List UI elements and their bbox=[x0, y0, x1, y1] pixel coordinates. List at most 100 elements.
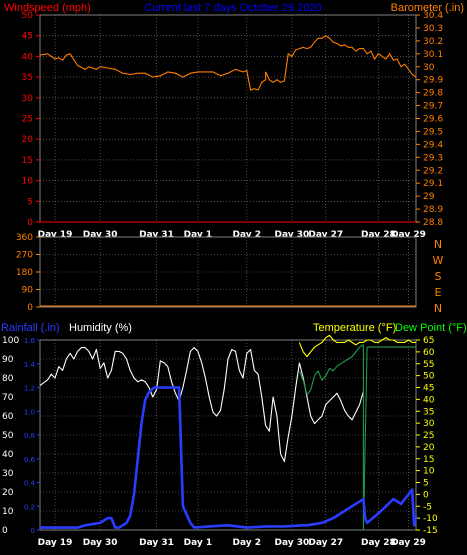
rainfall-axis-label: Rainfall (.in) bbox=[1, 322, 60, 334]
x-tick-label: Day 30 bbox=[275, 538, 310, 548]
windspeed-tick-label: 50 bbox=[22, 11, 34, 21]
compass-label: S bbox=[435, 270, 442, 283]
panel3-series bbox=[39, 334, 418, 531]
dew-point-axis-label: Dew Point (°F) bbox=[395, 322, 467, 334]
humidity-tick-label: 90 bbox=[2, 355, 14, 365]
windspeed-tick-label: 25 bbox=[22, 115, 33, 125]
direction-tick-label: 270 bbox=[16, 251, 33, 261]
rainfall-line bbox=[40, 386, 418, 529]
temperature-tick-label: 50 bbox=[423, 372, 435, 382]
humidity-tick-label: 80 bbox=[2, 374, 14, 384]
barometer-axis-label: Barometer (.in) bbox=[391, 2, 464, 14]
x-tick-label: Day 30 bbox=[275, 230, 310, 240]
windspeed-tick-label: 5 bbox=[27, 197, 33, 207]
panel1-frame bbox=[39, 14, 417, 223]
temperature-tick-label: -15 bbox=[423, 526, 438, 536]
barometer-tick-label: 30 bbox=[423, 63, 435, 73]
x-tick-label: Day 1 bbox=[184, 230, 213, 240]
humidity-tick-label: 30 bbox=[2, 469, 14, 479]
windspeed-tick-label: 15 bbox=[22, 156, 33, 166]
x-tick-label: Day 2 bbox=[233, 230, 262, 240]
chart-title: Current last 7 days October 29 2020 bbox=[144, 2, 321, 14]
temperature-tick-label: 0 bbox=[423, 490, 429, 500]
temperature-tick-label: 65 bbox=[423, 336, 434, 346]
temperature-tick-label: 60 bbox=[423, 348, 435, 358]
barometer-tick-label: 29.5 bbox=[423, 127, 443, 137]
windspeed-tick-label: 45 bbox=[22, 32, 33, 42]
panel3-x-labels: Day 19 Day 30 Day 31 Day 1 Day 2 Day 30 Day 27… bbox=[38, 538, 426, 548]
barometer-line bbox=[39, 35, 417, 91]
windspeed-tick-label: 40 bbox=[22, 52, 34, 62]
humidity-axis-label: Humidity (%) bbox=[69, 322, 132, 334]
compass-label: N bbox=[434, 238, 442, 251]
rainfall-tick-label: 1.2 bbox=[24, 385, 35, 393]
temperature-tick-label: 10 bbox=[423, 467, 435, 477]
direction-tick-label: 0 bbox=[27, 303, 33, 313]
compass-label: W bbox=[433, 254, 444, 267]
temperature-tick-label: 45 bbox=[423, 384, 434, 394]
barometer-tick-label: 29.8 bbox=[423, 89, 443, 99]
x-tick-label: Day 2 bbox=[233, 538, 262, 548]
x-tick-label: Day 29 bbox=[391, 538, 426, 548]
rainfall-tick-label: 0.4 bbox=[24, 480, 36, 488]
barometer-tick-label: 29.1 bbox=[423, 179, 443, 189]
x-tick-label: Day 27 bbox=[308, 538, 343, 548]
barometer-tick-label: 28.9 bbox=[423, 205, 443, 215]
x-tick-label: Day 30 bbox=[83, 230, 118, 240]
barometer-tick-label: 30.1 bbox=[423, 50, 443, 60]
x-tick-label: Day 28 bbox=[361, 230, 396, 240]
humidity-tick-label: 10 bbox=[2, 507, 14, 517]
x-tick-label: Day 19 bbox=[38, 538, 73, 548]
barometer-ticks: 30.4 30.3 30.2 30.1 30 29.9 29.8 29.7 29.6 29.5 29… bbox=[416, 11, 443, 228]
humidity-tick-label: 100 bbox=[2, 336, 19, 346]
x-tick-label: Day 31 bbox=[139, 230, 174, 240]
windspeed-tick-label: 0 bbox=[27, 218, 33, 228]
x-tick-label: Day 28 bbox=[361, 538, 396, 548]
rainfall-tick-label: 1.4 bbox=[24, 361, 36, 369]
x-tick-label: Day 19 bbox=[38, 230, 73, 240]
barometer-tick-label: 30.3 bbox=[423, 24, 443, 34]
barometer-tick-label: 29.3 bbox=[423, 153, 443, 163]
windspeed-tick-label: 10 bbox=[22, 177, 34, 187]
wind-direction-ticks: 360 270 180 90 0 bbox=[16, 233, 40, 313]
rainfall-ticks: 1.6 1.4 1.2 1.0 0.8 0.6 0.4 0.2 0 bbox=[24, 337, 40, 535]
rainfall-tick-label: 0.6 bbox=[24, 456, 36, 464]
temperature-tick-label: 15 bbox=[423, 455, 434, 465]
panel1-x-labels: Day 19 Day 30 Day 31 Day 1 Day 2 Day 30 Day 27… bbox=[38, 230, 426, 240]
rainfall-tick-label: 0.8 bbox=[24, 432, 35, 440]
rainfall-tick-label: 1.0 bbox=[24, 408, 35, 416]
temperature-tick-label: -5 bbox=[423, 502, 432, 512]
direction-tick-label: 90 bbox=[22, 286, 34, 296]
dew-point-line bbox=[298, 344, 416, 531]
temperature-tick-label: -10 bbox=[423, 514, 438, 524]
windspeed-axis-label: Windspeed (mph) bbox=[4, 2, 91, 14]
humidity-tick-label: 0 bbox=[2, 526, 8, 536]
panel2-frame bbox=[39, 236, 417, 308]
windspeed-tick-label: 20 bbox=[22, 135, 34, 145]
barometer-tick-label: 28.8 bbox=[423, 218, 443, 228]
temperature-tick-label: 55 bbox=[423, 360, 434, 370]
rainfall-tick-label: 0.2 bbox=[24, 503, 35, 511]
x-tick-label: Day 30 bbox=[83, 538, 118, 548]
barometer-tick-label: 29.2 bbox=[423, 166, 443, 176]
barometer-tick-label: 30.4 bbox=[423, 11, 443, 21]
direction-tick-label: 180 bbox=[16, 268, 33, 278]
temperature-tick-label: 35 bbox=[423, 407, 434, 417]
x-tick-label: Day 27 bbox=[308, 230, 343, 240]
humidity-tick-label: 70 bbox=[2, 393, 14, 403]
rainfall-tick-label: 0 bbox=[31, 527, 35, 535]
barometer-tick-label: 29 bbox=[423, 192, 435, 202]
humidity-tick-label: 60 bbox=[2, 412, 14, 422]
temperature-tick-label: 5 bbox=[423, 479, 429, 489]
humidity-tick-label: 20 bbox=[2, 488, 14, 498]
x-tick-label: Day 1 bbox=[184, 538, 213, 548]
barometer-tick-label: 29.4 bbox=[423, 140, 443, 150]
